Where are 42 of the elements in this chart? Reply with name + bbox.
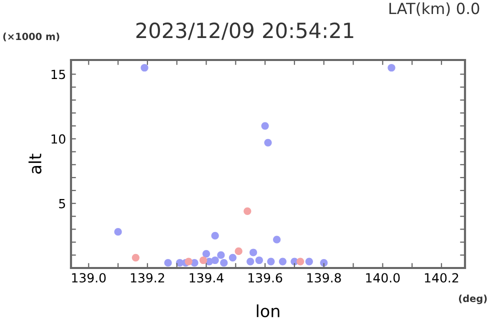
text: (deg): [458, 294, 487, 304]
point: [211, 232, 219, 240]
point: [220, 259, 228, 267]
point: [388, 64, 396, 72]
point: [234, 247, 242, 256]
point: [261, 122, 269, 130]
y-tick-label: 15: [52, 70, 66, 80]
point: [184, 258, 192, 266]
point: [200, 256, 208, 264]
point: [305, 258, 313, 266]
point: [164, 259, 172, 267]
point: [264, 138, 272, 146]
x-tick-label: 139.6: [248, 273, 282, 283]
chart-title: 2023/12/09 20:54:21: [136, 22, 354, 40]
text: (×1000 m): [3, 32, 60, 42]
point: [228, 254, 237, 262]
x-axis-title: lon: [256, 304, 280, 318]
point: [267, 258, 275, 266]
point: [132, 254, 140, 262]
x-tick-label: 139.4: [190, 273, 224, 283]
y-tick-label: 10: [52, 134, 66, 144]
x-tick-label: 139.0: [72, 273, 106, 283]
point: [244, 207, 252, 215]
point: [273, 236, 281, 244]
point: [114, 228, 122, 236]
point: [278, 258, 287, 266]
point: [255, 256, 263, 264]
y-tick-label: 5: [59, 199, 66, 208]
x-tick-label: 139.8: [307, 273, 341, 283]
chart-subtitle: LAT(km) 0.0: [389, 2, 480, 16]
point: [211, 256, 219, 264]
x-tick-label: 140.0: [366, 273, 400, 283]
x-tick-label: 140.2: [424, 273, 458, 283]
point: [140, 64, 148, 72]
point: [296, 258, 304, 266]
x-tick-label: 139.2: [130, 273, 164, 283]
point: [217, 251, 225, 259]
point: [202, 250, 210, 258]
point: [320, 259, 328, 267]
y-axis-title: alt: [28, 154, 42, 174]
point: [249, 248, 258, 256]
point: [246, 258, 254, 266]
